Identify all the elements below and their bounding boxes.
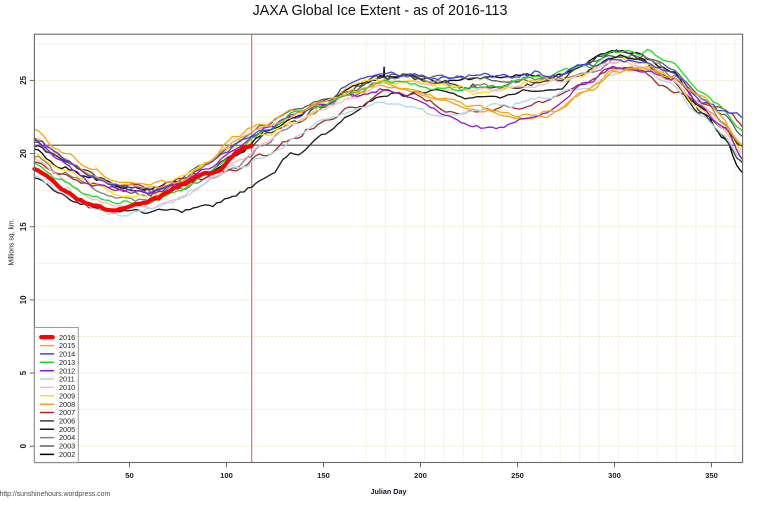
svg-text:2008: 2008: [59, 400, 75, 409]
svg-text:250: 250: [511, 471, 524, 480]
svg-text:15: 15: [19, 222, 28, 231]
svg-text:2014: 2014: [59, 350, 75, 359]
svg-text:25: 25: [19, 75, 28, 84]
svg-text:200: 200: [414, 471, 427, 480]
svg-text:0: 0: [19, 443, 28, 448]
svg-text:2006: 2006: [59, 417, 75, 426]
svg-text:5: 5: [19, 370, 28, 375]
svg-text:350: 350: [705, 471, 718, 480]
svg-text:100: 100: [220, 471, 233, 480]
svg-text:2011: 2011: [59, 375, 75, 384]
svg-text:2015: 2015: [59, 341, 75, 350]
svg-text:Millions sq. km.: Millions sq. km.: [9, 218, 16, 265]
svg-text:http://sunshinehours.wordpress: http://sunshinehours.wordpress.com: [0, 491, 110, 498]
svg-text:300: 300: [608, 471, 621, 480]
svg-text:10: 10: [19, 295, 28, 304]
svg-text:2004: 2004: [59, 433, 75, 442]
svg-text:2012: 2012: [59, 366, 75, 375]
svg-text:20: 20: [19, 149, 28, 158]
svg-text:2007: 2007: [59, 408, 75, 417]
svg-text:2003: 2003: [59, 442, 75, 451]
svg-text:JAXA Global Ice Extent - as of: JAXA Global Ice Extent - as of 2016-113: [253, 3, 508, 19]
svg-text:50: 50: [125, 471, 133, 480]
svg-text:2005: 2005: [59, 425, 75, 434]
svg-text:2013: 2013: [59, 358, 75, 367]
svg-text:150: 150: [317, 471, 330, 480]
svg-text:2010: 2010: [59, 383, 75, 392]
svg-text:2009: 2009: [59, 391, 75, 400]
svg-text:Julian Day: Julian Day: [371, 487, 407, 496]
svg-text:2002: 2002: [59, 450, 75, 459]
svg-text:2016: 2016: [59, 333, 75, 342]
